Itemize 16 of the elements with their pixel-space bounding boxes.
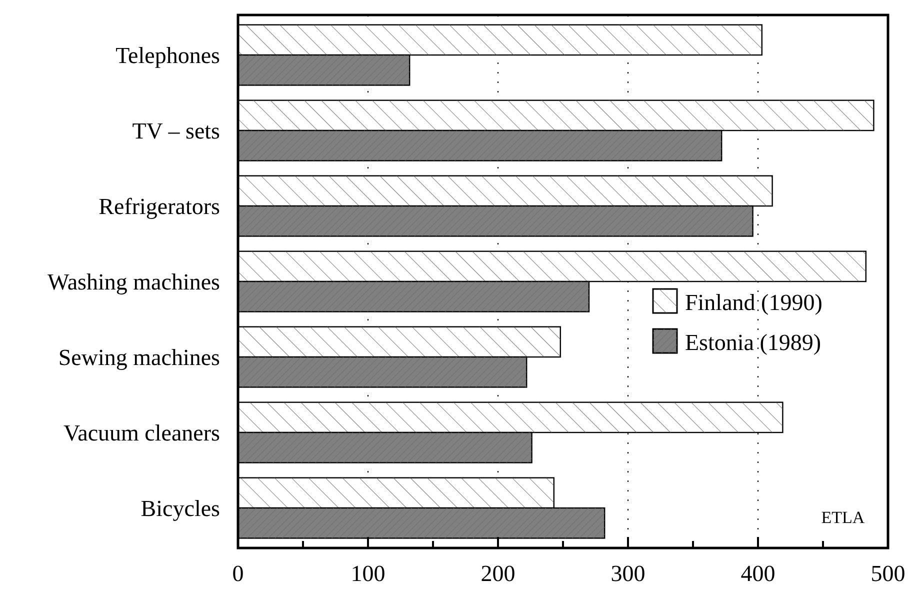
x-tick-label: 200 — [480, 561, 516, 586]
annotation: ETLA — [821, 508, 866, 527]
y-tick-label: Telephones — [116, 43, 220, 68]
x-tick-label: 400 — [740, 561, 776, 586]
x-tick-label: 300 — [610, 561, 646, 586]
legend-label: Finland (1990) — [685, 290, 822, 315]
x-tick-label: 0 — [232, 561, 244, 586]
y-tick-label: TV – sets — [132, 118, 220, 144]
x-tick-label: 100 — [350, 561, 386, 586]
x-tick-label: 500 — [870, 561, 906, 586]
y-tick-label: Bicycles — [140, 496, 220, 521]
y-tick-label: Refrigerators — [98, 194, 220, 220]
y-tick-label: Vacuum cleaners — [64, 420, 220, 446]
y-tick-label: Sewing machines — [58, 344, 220, 370]
y-tick-label: Washing machines — [47, 270, 220, 294]
legend-label: Estonia (1989) — [685, 330, 822, 355]
